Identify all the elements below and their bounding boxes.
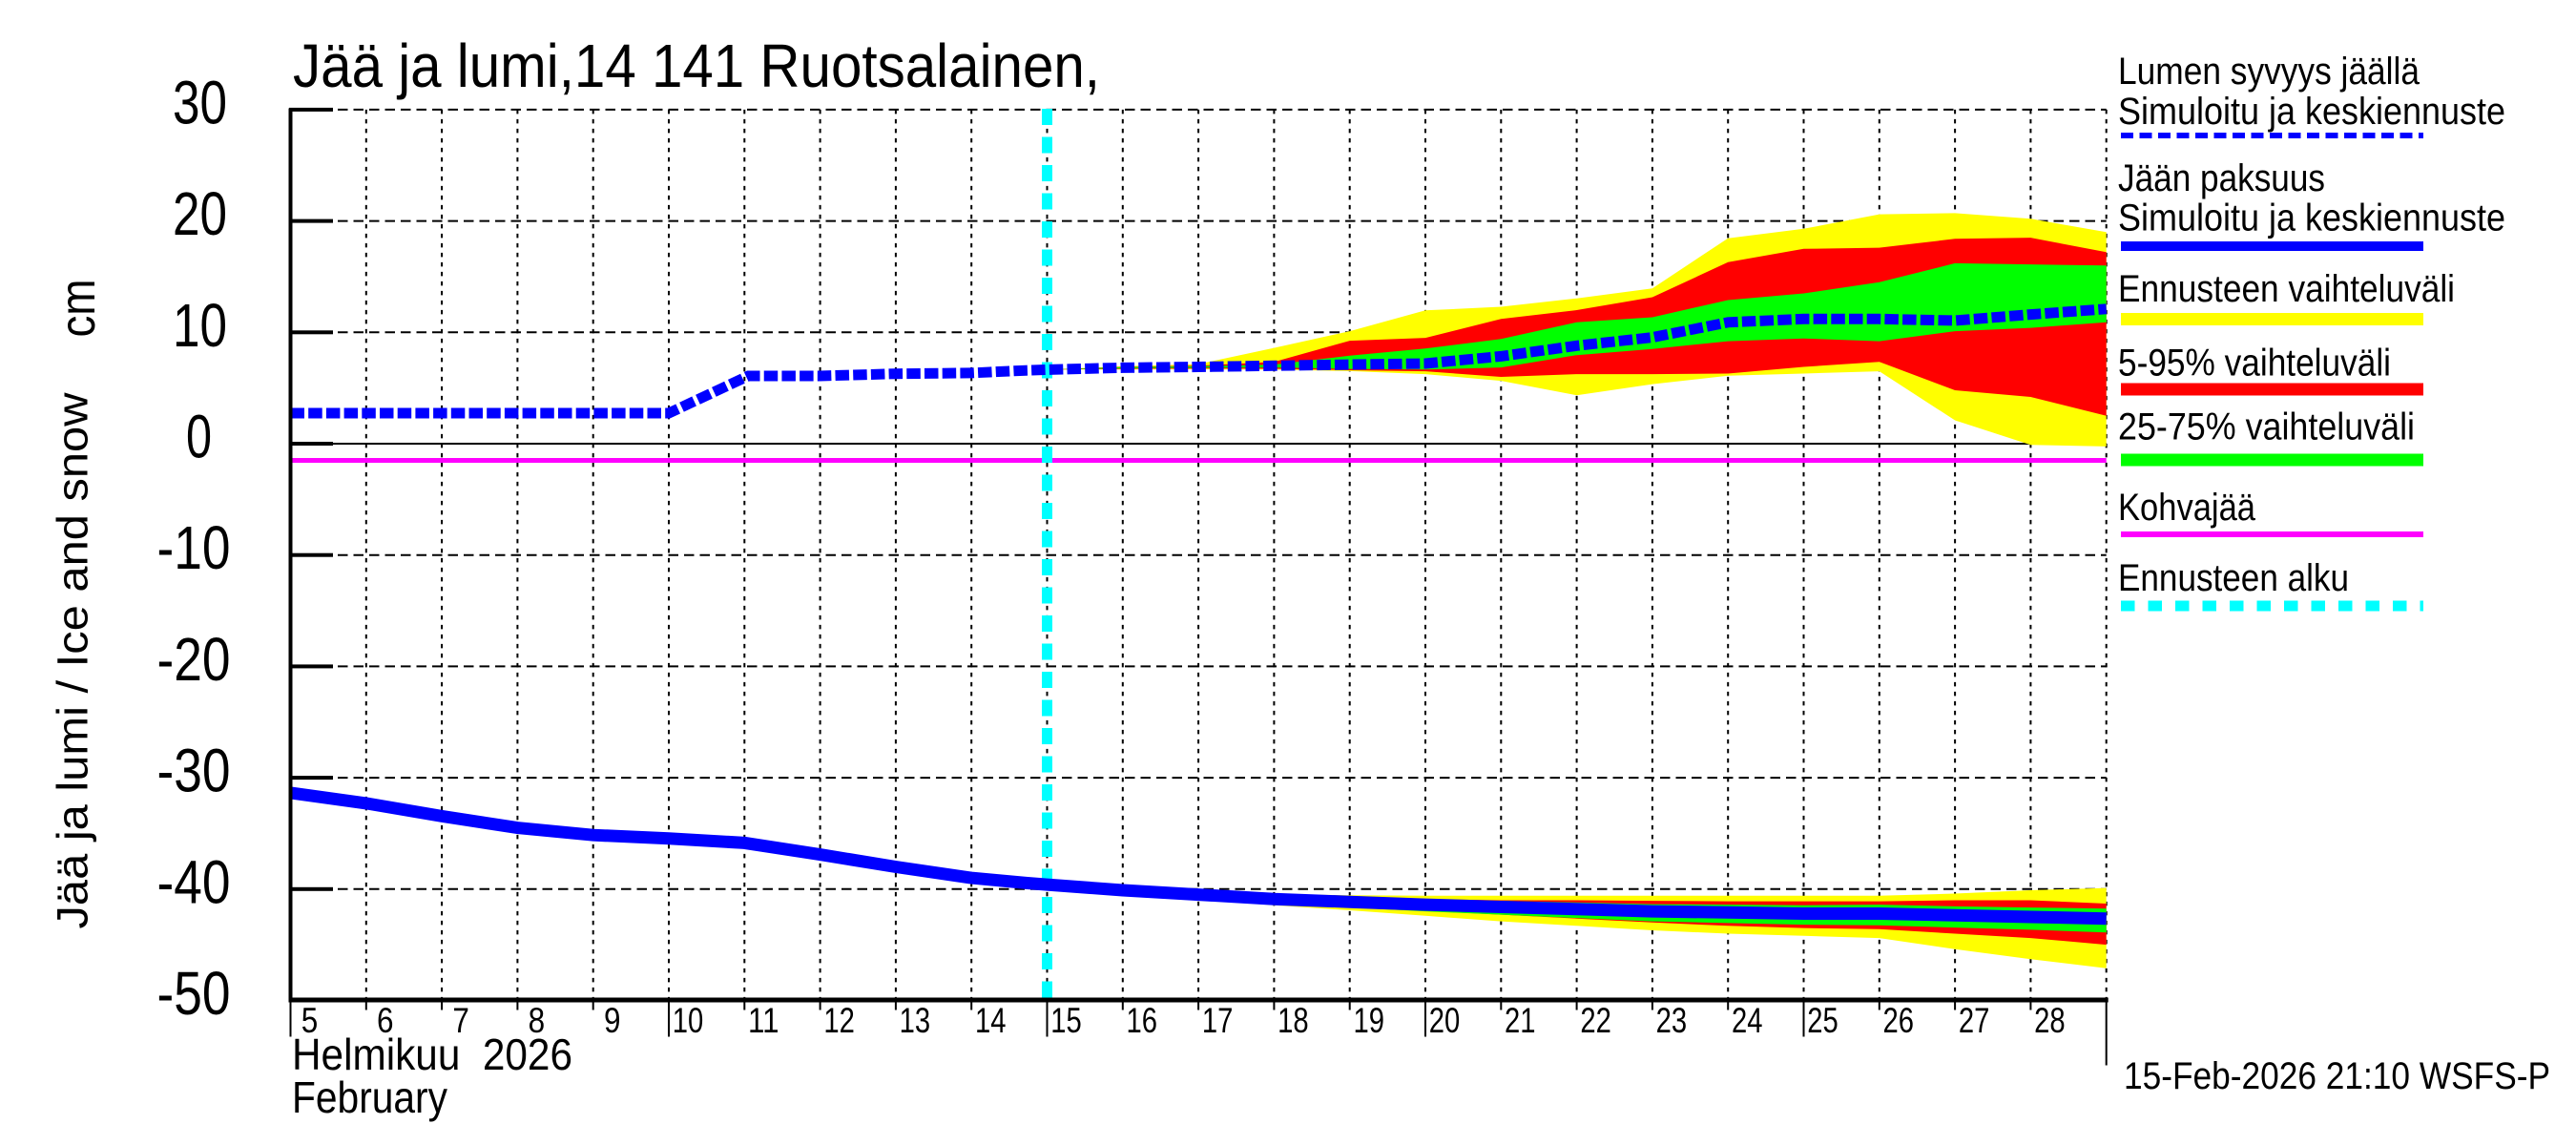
svg-text:-30: -30 xyxy=(157,737,231,805)
svg-text:Ennusteen alku: Ennusteen alku xyxy=(2118,557,2349,599)
svg-text:12: 12 xyxy=(823,1001,855,1040)
svg-text:30: 30 xyxy=(173,68,227,136)
svg-text:27: 27 xyxy=(1959,1001,1990,1040)
svg-text:8: 8 xyxy=(529,1001,546,1040)
svg-text:Ennusteen vaihteluväli: Ennusteen vaihteluväli xyxy=(2118,268,2455,310)
svg-text:19: 19 xyxy=(1353,1001,1384,1040)
svg-text:Jää ja lumi / Ice and snow: Jää ja lumi / Ice and snow xyxy=(49,392,97,929)
svg-text:23: 23 xyxy=(1656,1001,1688,1040)
svg-text:18: 18 xyxy=(1278,1001,1309,1040)
svg-text:22: 22 xyxy=(1580,1001,1611,1040)
svg-text:5-95% vaihteluväli: 5-95% vaihteluväli xyxy=(2118,343,2391,385)
svg-text:-40: -40 xyxy=(157,847,231,916)
svg-text:Lumen syvyys jäällä: Lumen syvyys jäällä xyxy=(2118,51,2420,93)
svg-text:-20: -20 xyxy=(157,625,231,694)
svg-text:Simuloitu ja keskiennuste: Simuloitu ja keskiennuste xyxy=(2118,198,2505,239)
svg-text:10: 10 xyxy=(173,291,227,360)
svg-text:10: 10 xyxy=(673,1001,704,1040)
svg-text:16: 16 xyxy=(1127,1001,1158,1040)
svg-text:Helmikuu 2026: Helmikuu 2026 xyxy=(292,1030,572,1079)
svg-text:0: 0 xyxy=(186,403,212,471)
svg-text:Kohvajää: Kohvajää xyxy=(2118,487,2256,529)
svg-text:20: 20 xyxy=(173,179,227,248)
svg-text:7: 7 xyxy=(452,1001,469,1040)
svg-text:21: 21 xyxy=(1505,1001,1536,1040)
svg-text:24: 24 xyxy=(1732,1001,1763,1040)
svg-text:February: February xyxy=(292,1072,447,1122)
svg-text:17: 17 xyxy=(1202,1001,1234,1040)
svg-text:Simuloitu ja keskiennuste: Simuloitu ja keskiennuste xyxy=(2118,91,2505,133)
svg-text:5: 5 xyxy=(301,1001,319,1040)
svg-text:-10: -10 xyxy=(157,513,231,582)
svg-text:14: 14 xyxy=(975,1001,1007,1040)
svg-text:15: 15 xyxy=(1050,1001,1082,1040)
svg-text:Jää ja lumi,14 141 Ruotsalaine: Jää ja lumi,14 141 Ruotsalainen, xyxy=(293,31,1100,100)
svg-text:cm: cm xyxy=(51,280,106,338)
svg-text:26: 26 xyxy=(1883,1001,1915,1040)
svg-text:11: 11 xyxy=(748,1001,779,1040)
svg-text:25: 25 xyxy=(1807,1001,1839,1040)
svg-text:25-75% vaihteluväli: 25-75% vaihteluväli xyxy=(2118,406,2415,448)
svg-text:20: 20 xyxy=(1429,1001,1461,1040)
svg-text:Jään paksuus: Jään paksuus xyxy=(2118,157,2325,199)
svg-text:15-Feb-2026 21:10 WSFS-P: 15-Feb-2026 21:10 WSFS-P xyxy=(2124,1055,2550,1097)
svg-text:28: 28 xyxy=(2034,1001,2066,1040)
svg-text:6: 6 xyxy=(377,1001,394,1040)
svg-text:13: 13 xyxy=(900,1001,931,1040)
svg-text:-50: -50 xyxy=(157,959,231,1028)
svg-text:9: 9 xyxy=(604,1001,621,1040)
